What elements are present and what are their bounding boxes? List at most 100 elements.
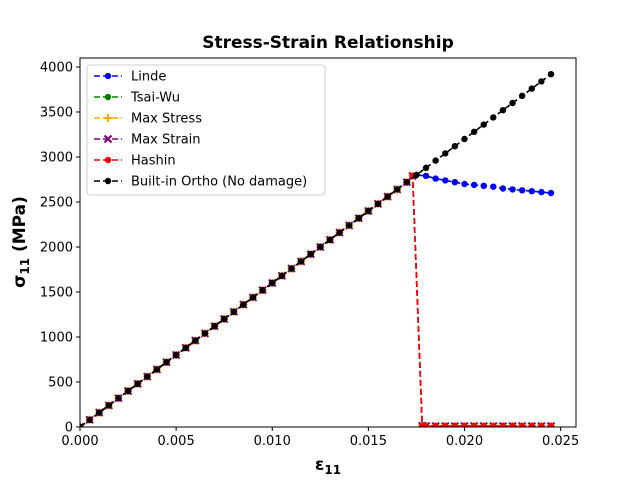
data-point-built-in-ortho-no-damage — [105, 402, 113, 409]
data-point-hashin — [528, 422, 535, 427]
y-tick-label: 2500 — [40, 196, 73, 211]
legend-label: Built-in Ortho (No damage) — [131, 175, 307, 190]
y-tick-label: 1500 — [40, 286, 73, 301]
data-point-built-in-ortho-no-damage — [86, 416, 93, 423]
data-point-built-in-ortho-no-damage — [355, 215, 362, 222]
y-tick-label: 500 — [48, 376, 73, 391]
data-point-built-in-ortho-no-damage — [480, 121, 487, 128]
x-axis-label: ε11 — [315, 455, 341, 477]
data-point-built-in-ortho-no-damage — [538, 78, 545, 85]
legend-label: Hashin — [131, 154, 176, 169]
data-point-hashin — [442, 422, 449, 427]
data-point-linde — [451, 179, 459, 186]
data-point-built-in-ortho-no-damage — [163, 359, 170, 366]
legend-marker — [104, 177, 112, 185]
data-point-built-in-ortho-no-damage — [124, 387, 132, 395]
data-point-linde — [480, 182, 487, 189]
data-point-linde — [509, 186, 516, 193]
y-tick-label: 3500 — [40, 106, 73, 121]
data-point-built-in-ortho-no-damage — [307, 251, 314, 258]
data-point-built-in-ortho-no-damage — [220, 315, 228, 323]
data-point-linde — [528, 188, 535, 195]
legend-marker — [104, 156, 112, 164]
data-point-built-in-ortho-no-damage — [345, 222, 353, 229]
data-point-linde — [518, 187, 526, 194]
data-point-built-in-ortho-no-damage — [144, 373, 151, 380]
data-point-built-in-ortho-no-damage — [249, 294, 257, 301]
data-point-built-in-ortho-no-damage — [297, 258, 305, 265]
legend-box — [86, 64, 326, 196]
data-point-built-in-ortho-no-damage — [317, 243, 324, 251]
data-point-linde — [538, 188, 545, 196]
data-point-built-in-ortho-no-damage — [451, 143, 459, 150]
x-tick-label: 0.025 — [542, 434, 579, 449]
y-axis-ticks: 0 500 1000 1500 2000 2500 3000 3500 4000 — [40, 61, 80, 436]
data-point-built-in-ortho-no-damage — [499, 107, 507, 114]
legend-label: Linde — [131, 70, 166, 85]
data-point-linde — [547, 189, 555, 197]
data-point-built-in-ortho-no-damage — [413, 171, 420, 179]
legend-label: Max Strain — [131, 133, 201, 148]
y-tick-label: 4000 — [40, 61, 73, 76]
data-point-hashin — [518, 422, 526, 427]
legend-entry-tsai-wu: Tsai-Wu — [94, 91, 180, 106]
legend-marker — [104, 114, 112, 122]
data-point-built-in-ortho-no-damage — [326, 236, 334, 243]
data-point-hashin — [432, 422, 439, 427]
data-point-linde — [432, 175, 439, 182]
legend-marker — [103, 134, 113, 144]
x-tick-label: 0.005 — [158, 434, 195, 449]
legend-entry-linde: Linde — [94, 70, 166, 85]
data-point-hashin — [490, 422, 497, 427]
data-point-built-in-ortho-no-damage — [134, 380, 141, 387]
data-point-linde — [490, 183, 497, 190]
data-point-built-in-ortho-no-damage — [394, 186, 401, 193]
data-point-built-in-ortho-no-damage — [490, 114, 497, 121]
x-tick-label: 0.010 — [254, 434, 291, 449]
data-point-built-in-ortho-no-damage — [384, 193, 391, 200]
data-point-built-in-ortho-no-damage — [365, 207, 372, 215]
legend-entry-built-in-ortho-no-damage: Built-in Ortho (No damage) — [94, 175, 307, 190]
data-point-linde — [461, 180, 468, 188]
data-point-hashin — [461, 422, 468, 427]
data-point-built-in-ortho-no-damage — [230, 308, 237, 315]
data-point-built-in-ortho-no-damage — [115, 395, 122, 402]
y-tick-label: 1000 — [40, 331, 73, 346]
plot-marks — [80, 71, 556, 427]
x-tick-label: 0.020 — [446, 434, 483, 449]
data-point-built-in-ortho-no-damage — [259, 287, 266, 294]
data-point-built-in-ortho-no-damage — [518, 92, 526, 100]
data-point-hashin — [547, 422, 555, 427]
data-point-built-in-ortho-no-damage — [432, 157, 439, 164]
x-tick-label: 0.000 — [61, 434, 98, 449]
data-point-built-in-ortho-no-damage — [403, 179, 411, 186]
y-tick-label: 2000 — [40, 241, 73, 256]
data-point-hashin — [422, 422, 430, 427]
data-point-built-in-ortho-no-damage — [201, 330, 209, 337]
data-point-built-in-ortho-no-damage — [336, 229, 343, 236]
data-point-built-in-ortho-no-damage — [509, 99, 516, 107]
data-point-linde — [499, 185, 507, 192]
data-point-built-in-ortho-no-damage — [192, 337, 199, 344]
legend-marker — [104, 72, 112, 80]
data-point-built-in-ortho-no-damage — [153, 366, 161, 373]
data-point-linde — [442, 177, 449, 184]
data-point-hashin — [509, 422, 516, 427]
data-point-built-in-ortho-no-damage — [211, 323, 218, 330]
y-axis-label: σ11 (MPa) — [10, 196, 32, 288]
data-point-built-in-ortho-no-damage — [240, 301, 247, 308]
data-point-built-in-ortho-no-damage — [172, 351, 180, 359]
data-point-hashin — [538, 422, 545, 427]
legend-entry-hashin: Hashin — [94, 154, 176, 169]
legend: Linde Tsai-Wu Max Stress Max Strain Hashin Bu… — [86, 64, 326, 196]
plot-frame — [79, 57, 577, 428]
data-point-built-in-ortho-no-damage — [374, 200, 382, 207]
data-point-linde — [470, 181, 478, 189]
data-point-built-in-ortho-no-damage — [80, 423, 84, 427]
data-point-built-in-ortho-no-damage — [422, 164, 430, 171]
y-tick-label: 3000 — [40, 151, 73, 166]
legend-label: Max Stress — [131, 112, 202, 127]
legend-entry-max-stress: Max Stress — [94, 112, 202, 127]
data-point-built-in-ortho-no-damage — [547, 71, 555, 78]
